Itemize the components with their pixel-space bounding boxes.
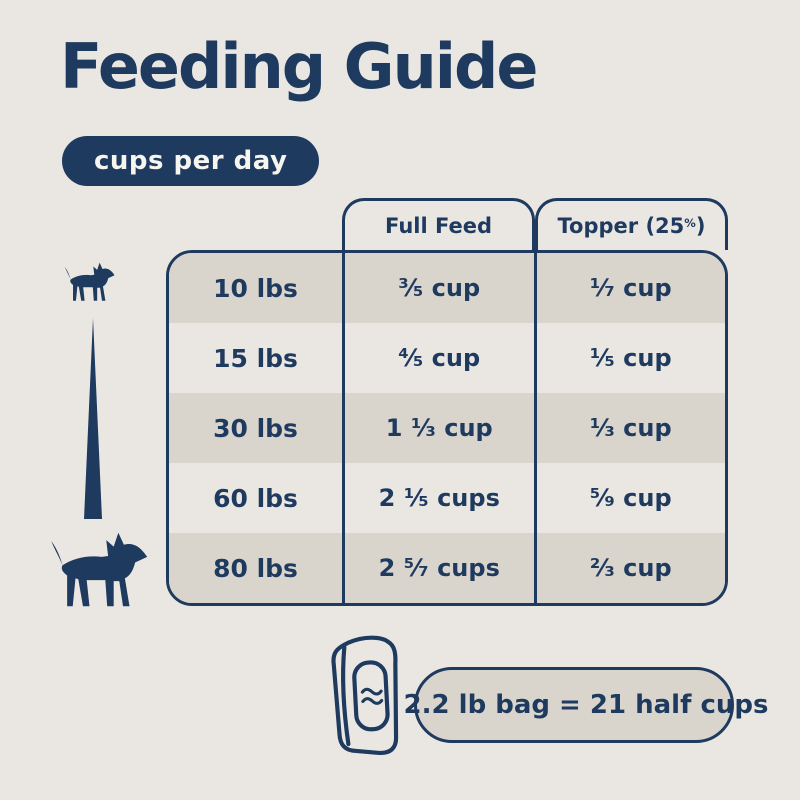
table-row: 60 lbs 2 ¹⁄₅ cups ⁵⁄₉ cup [169,463,725,533]
table-row: 80 lbs 2 ⁵⁄₇ cups ²⁄₃ cup [169,533,725,603]
weight-cell: 30 lbs [213,413,298,443]
cups-per-day-badge: cups per day [62,136,320,186]
large-dog-icon [42,524,150,614]
full-feed-cell: 2 ⁵⁄₇ cups [342,533,534,603]
small-dog-icon [60,258,116,305]
full-feed-cell: ⁴⁄₅ cup [342,323,534,393]
topper-cell: ⁵⁄₉ cup [533,463,726,533]
topper-cell: ¹⁄₇ cup [533,253,726,323]
badge-label: cups per day [94,146,288,176]
weight-cell: 60 lbs [213,483,298,513]
weight-cell: 15 lbs [213,343,298,373]
full-feed-label: Full Feed [385,213,492,238]
bag-note-pill: 2.2 lb bag = 21 half cups [404,667,768,743]
page-title: Feeding Guide [60,30,538,103]
table-header-tabs: Full Feed Topper (25%) [166,198,728,250]
size-gradient-wedge [84,318,102,519]
column-header-full-feed: Full Feed [342,198,535,250]
topper-cell: ¹⁄₅ cup [533,323,726,393]
topper-label: Topper (25 [557,213,685,238]
topper-cell: ¹⁄₃ cup [533,393,726,463]
header-spacer [166,198,342,250]
full-feed-cell: ³⁄₅ cup [342,253,534,323]
food-bag-icon [319,631,422,766]
topper-label-close: ) [695,213,706,238]
column-header-topper: Topper (25%) [535,198,728,250]
table-row: 30 lbs 1 ¹⁄₃ cup ¹⁄₃ cup [169,393,725,463]
topper-percent-sup: % [684,215,696,230]
full-feed-cell: 2 ¹⁄₅ cups [342,463,534,533]
weight-cell: 10 lbs [213,273,298,303]
table-row: 10 lbs ³⁄₅ cup ¹⁄₇ cup [169,253,725,323]
topper-cell: ²⁄₃ cup [533,533,726,603]
full-feed-cell: 1 ¹⁄₃ cup [342,393,534,463]
weight-cell: 80 lbs [213,553,298,583]
table-row: 15 lbs ⁴⁄₅ cup ¹⁄₅ cup [169,323,725,393]
feeding-table: 10 lbs ³⁄₅ cup ¹⁄₇ cup 15 lbs ⁴⁄₅ cup ¹⁄… [166,250,728,606]
bag-note-text: 2.2 lb bag = 21 half cups [403,690,769,720]
